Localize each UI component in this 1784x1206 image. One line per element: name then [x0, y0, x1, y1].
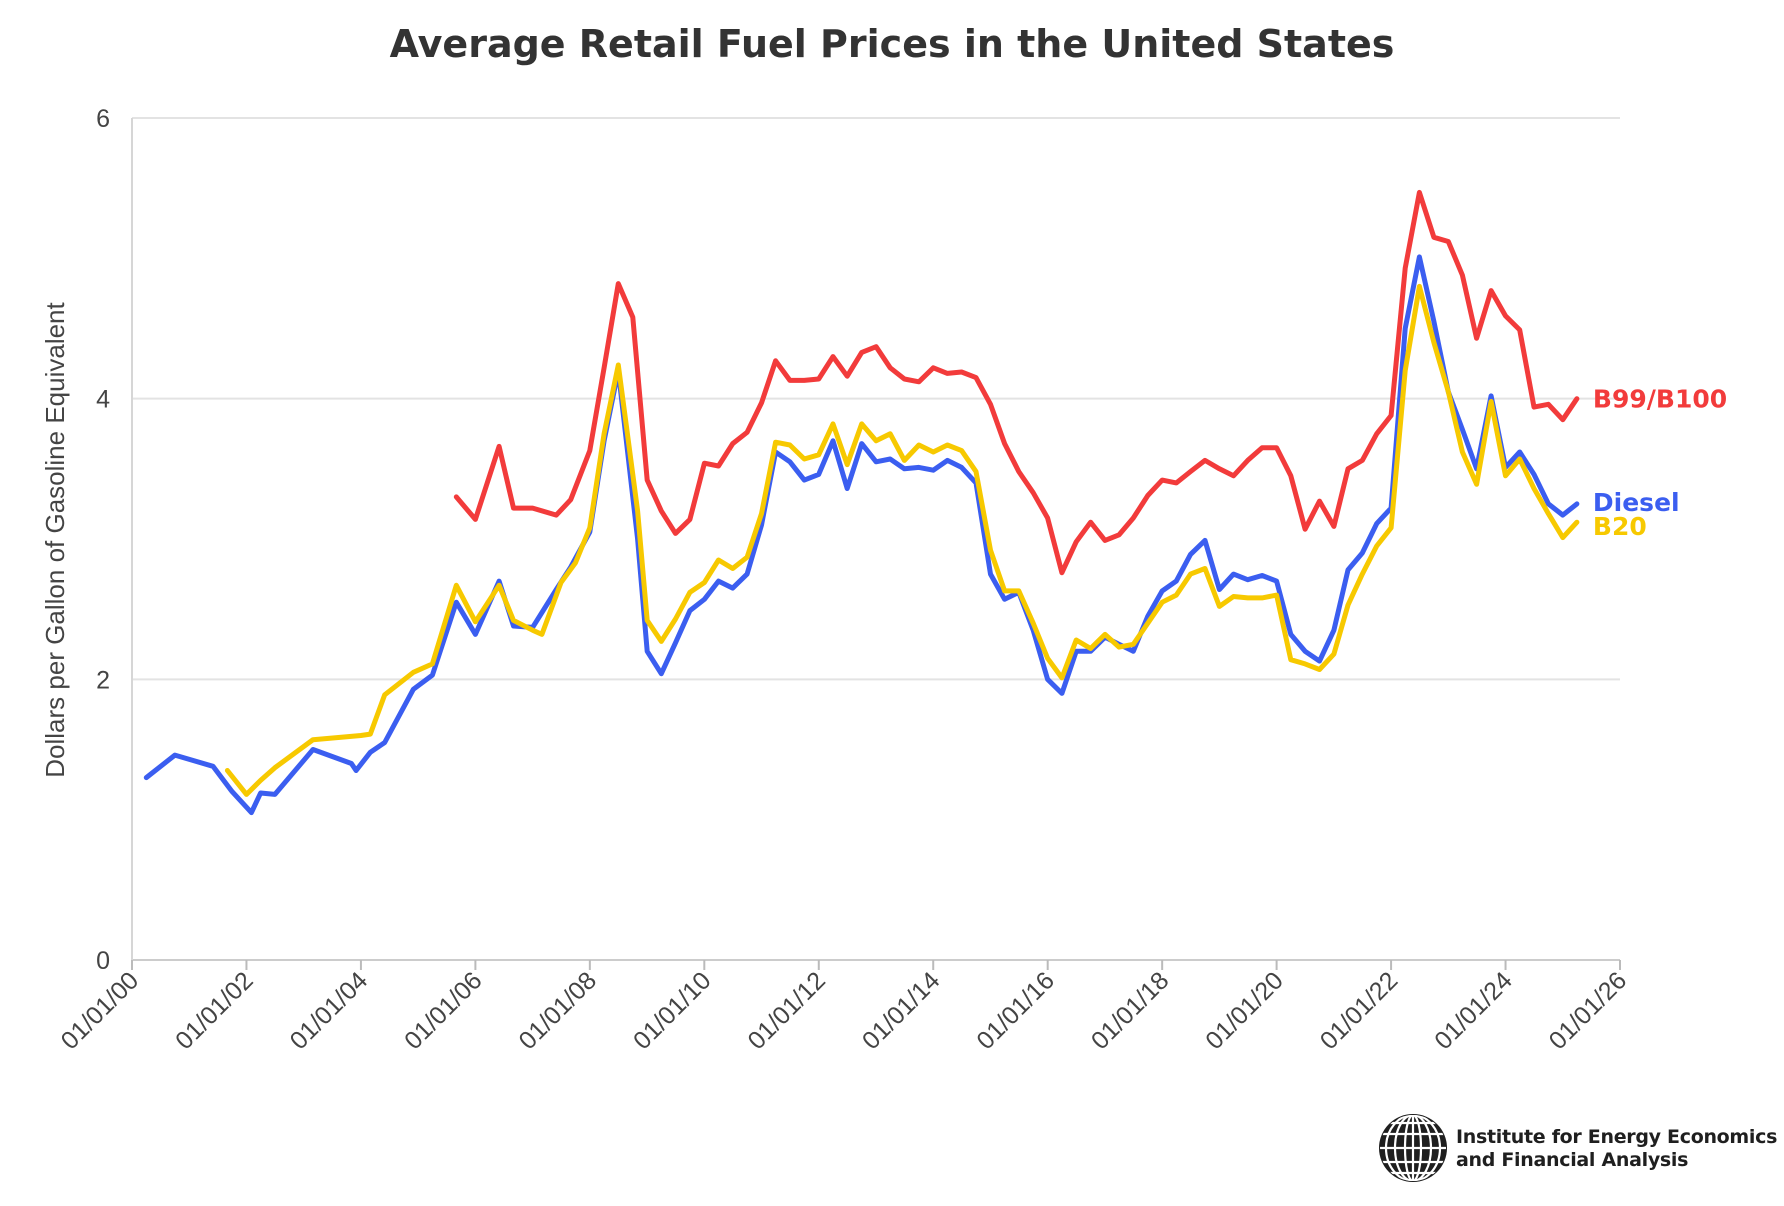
- y-axis-title: Dollars per Gallon of Gasoline Equivalen…: [40, 301, 70, 777]
- series-line-diesel: [143, 254, 1580, 816]
- x-tick-label: 01/01/22: [1315, 966, 1404, 1055]
- x-tick-label: 01/01/00: [56, 966, 145, 1055]
- y-tick-label: 6: [96, 105, 110, 133]
- gridlines: [132, 117, 1620, 961]
- x-tick-label: 01/01/10: [628, 966, 717, 1055]
- organization-name-line2: and Financial Analysis: [1456, 1149, 1689, 1171]
- organization-name: Institute for Energy Economics and Finan…: [1456, 1126, 1777, 1172]
- series-lines: [143, 189, 1580, 816]
- series-label-b20: B20: [1593, 512, 1647, 541]
- series-line-b99-b100: [453, 189, 1580, 576]
- y-tick-label: 0: [96, 947, 110, 975]
- x-tick-label: 01/01/26: [1544, 966, 1633, 1055]
- x-tick-label: 01/01/18: [1086, 966, 1175, 1055]
- x-tick-label: 01/01/24: [1429, 966, 1518, 1055]
- axes: 0 2 4 6 01/01/00 01/01/02 01/01/04 01/01/06 01/0…: [56, 105, 1633, 1055]
- y-tick-label: 4: [96, 386, 110, 414]
- x-tick-label: 01/01/06: [399, 966, 488, 1055]
- x-tick-label: 01/01/20: [1200, 966, 1289, 1055]
- x-tick-label: 01/01/04: [285, 966, 374, 1055]
- x-tick-label: 01/01/12: [742, 966, 831, 1055]
- series-line-b20: [224, 283, 1580, 797]
- x-tick-label: 01/01/16: [971, 966, 1060, 1055]
- y-tick-label: 2: [96, 666, 110, 694]
- series-label-diesel: Diesel: [1593, 488, 1680, 517]
- chart-title: Average Retail Fuel Prices in the United…: [389, 22, 1395, 66]
- organization-name-line1: Institute for Energy Economics: [1456, 1126, 1778, 1148]
- x-tick-label: 01/01/02: [170, 966, 259, 1055]
- x-tick-label: 01/01/08: [513, 966, 602, 1055]
- x-tick-label: 01/01/14: [857, 966, 946, 1055]
- series-label-b99-b100: B99/B100: [1593, 385, 1727, 414]
- globe-grid-icon: [1377, 1112, 1449, 1184]
